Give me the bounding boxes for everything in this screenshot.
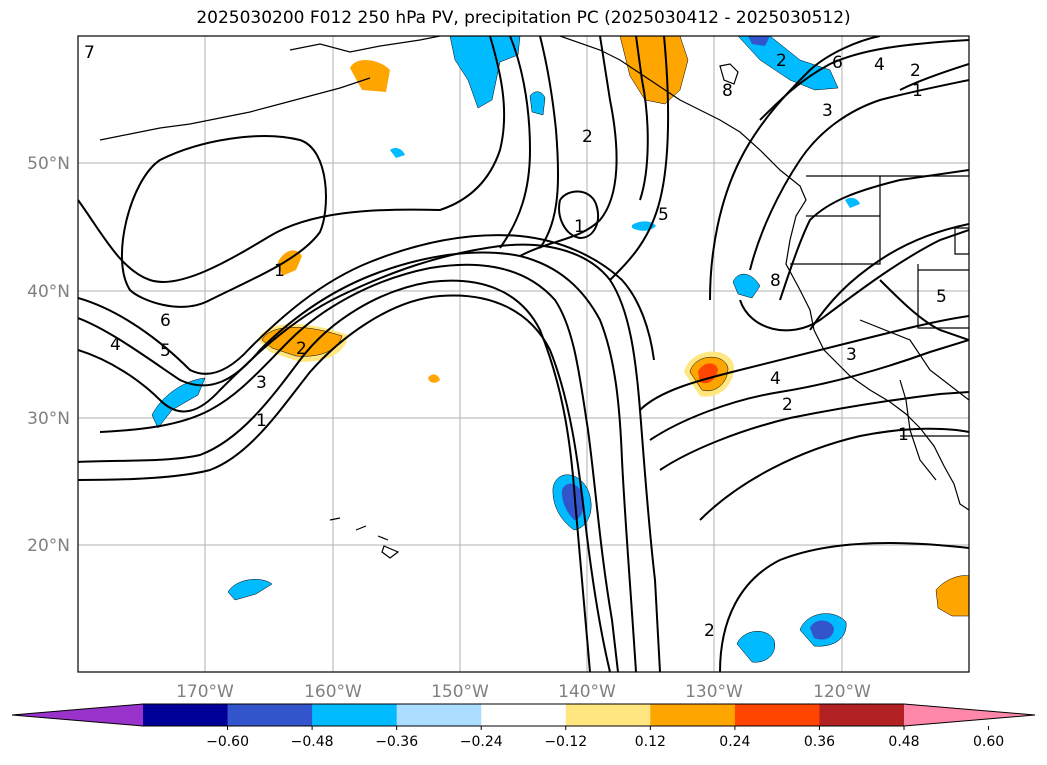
contour-label: 3	[846, 345, 857, 365]
pv-contours	[78, 36, 969, 672]
lon-label: 150°W	[431, 682, 489, 702]
map-frame	[77, 35, 970, 673]
contour-label: 2	[296, 339, 307, 359]
contour-label: 2	[910, 61, 921, 81]
map-title: 2025030200 F012 250 hPa PV, precipitatio…	[196, 8, 851, 28]
contour-label: 1	[912, 81, 923, 101]
colorbar-tick-label: 0.12	[635, 734, 666, 750]
colorbar-segment	[734, 704, 820, 726]
contour-label: 3	[822, 101, 833, 121]
colorbar-tick-label: 0.60	[973, 734, 1004, 750]
contour-label: 7	[84, 43, 95, 63]
colorbar-segment	[481, 704, 567, 726]
colorbar-tick-label: 0.24	[719, 734, 750, 750]
precip-negative-area	[390, 147, 405, 158]
contour-label: 8	[770, 271, 781, 291]
precip-negative-area	[529, 91, 546, 116]
contour-label: 1	[274, 261, 285, 281]
precip-negative-area	[845, 197, 860, 208]
lon-label: 160°W	[304, 682, 362, 702]
colorbar-segment	[143, 704, 229, 726]
colorbar: −0.60 −0.48 −0.36 −0.24 −0.12 0.12 0.24 0.36 0.4…	[11, 703, 1036, 750]
contour-label: 5	[658, 205, 669, 225]
colorbar-segment	[650, 704, 736, 726]
contour-label: 1	[898, 425, 909, 445]
precip-negative-area	[732, 274, 761, 299]
contour-label: 2	[704, 621, 715, 641]
lat-label: 40°N	[27, 282, 70, 302]
lon-label: 120°W	[813, 682, 871, 702]
colorbar-outline	[11, 703, 1036, 727]
precip-positive-area	[619, 36, 689, 105]
lon-label: 170°W	[176, 682, 234, 702]
colorbar-tick-label: −0.24	[460, 734, 503, 750]
contour-label: 3	[256, 373, 267, 393]
map-area	[78, 36, 969, 672]
latitude-labels: 50°N 40°N 30°N 20°N	[27, 154, 70, 556]
precip-negative-area	[449, 36, 521, 109]
colorbar-segment	[565, 704, 651, 726]
precip-negative-area	[737, 36, 839, 91]
colorbar-tick-label: −0.36	[375, 734, 418, 750]
contour-label: 4	[874, 55, 885, 75]
colorbar-segment	[819, 704, 905, 726]
precip-positive-area	[698, 363, 718, 384]
contour-label: 6	[832, 53, 843, 73]
precip-negative-area	[736, 631, 776, 663]
lat-label: 50°N	[27, 154, 70, 174]
contour-label: 5	[936, 287, 947, 307]
contour-label: 2	[782, 395, 793, 415]
contour-label: 4	[770, 369, 781, 389]
contour-label: 1	[574, 217, 585, 237]
precip-negative-area	[561, 483, 584, 520]
colorbar-segment	[312, 704, 398, 726]
precip-negative-area	[227, 579, 273, 601]
colorbar-tick-label: −0.48	[291, 734, 334, 750]
precip-positive-area	[278, 250, 302, 276]
colorbar-segment	[227, 704, 313, 726]
contour-label: 1	[256, 411, 267, 431]
contour-label: 2	[582, 127, 593, 147]
contour-label: 2	[776, 51, 787, 71]
colorbar-tick-label: −0.60	[206, 734, 249, 750]
longitude-labels: 170°W 160°W 150°W 140°W 130°W 120°W	[176, 682, 871, 702]
contour-label: 4	[110, 335, 121, 355]
precip-positive-area	[350, 59, 390, 92]
pv-contour-labels: 7 6 5 4 3 2 1 1 2 5 8 8 6 4 3 2 1 3 4 2 …	[84, 43, 947, 641]
contour-label: 6	[160, 311, 171, 331]
colorbar-segment	[396, 704, 482, 726]
colorbar-extension-min	[12, 704, 143, 726]
colorbar-tick-label: 0.36	[804, 734, 835, 750]
precip-negative-area	[810, 620, 834, 640]
precip-positive-area	[428, 374, 440, 383]
precip-negative-area	[748, 36, 770, 46]
colorbar-tick-label: −0.12	[544, 734, 587, 750]
lon-label: 140°W	[558, 682, 616, 702]
colorbar-tick-label: 0.48	[888, 734, 919, 750]
contour-label: 5	[160, 341, 171, 361]
lon-label: 130°W	[685, 682, 743, 702]
lat-label: 30°N	[27, 409, 70, 429]
precip-positive-area	[935, 575, 969, 617]
contour-label: 8	[722, 81, 733, 101]
colorbar-extension-max	[904, 704, 1035, 726]
lat-label: 20°N	[27, 536, 70, 556]
